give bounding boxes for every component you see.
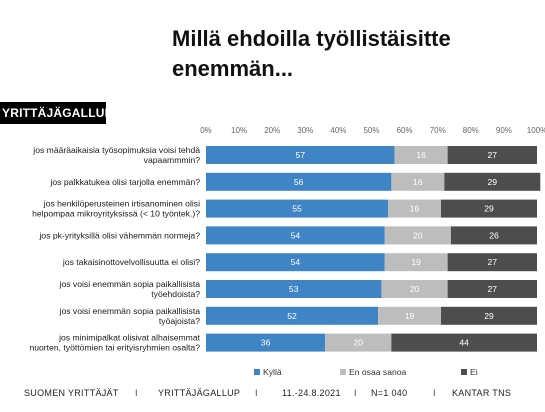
category-label: jos palkkatukea olisi tarjolla enemmän? xyxy=(49,177,200,187)
x-tick-label: 60% xyxy=(397,126,413,135)
bar-kylla xyxy=(206,226,385,245)
bar-en-osaa-sanoa xyxy=(384,226,451,245)
data-label: 20 xyxy=(410,284,420,294)
bar-en-osaa-sanoa xyxy=(381,280,448,298)
bar-kylla xyxy=(206,172,392,191)
legend: Kyllä En osaa sanoa Ei xyxy=(254,367,478,377)
footer-sample-size: N=1 040 xyxy=(371,388,408,398)
legend-label: En osaa sanoa xyxy=(349,367,407,377)
category-label: jos takaisinottovelvollisuutta ei olisi? xyxy=(62,257,200,267)
bar-ei xyxy=(450,226,537,245)
category-label: jos määräaikaisia työsopimuksia voisi te… xyxy=(32,145,200,155)
bar-en-osaa-sanoa xyxy=(325,333,392,352)
bar-ei xyxy=(444,172,541,191)
bar-en-osaa-sanoa xyxy=(394,146,448,164)
category-label: jos henkilöperusteinen irtisanominen oli… xyxy=(43,199,200,209)
bar-kylla xyxy=(206,146,395,164)
data-label: 55 xyxy=(292,204,302,214)
x-tick-label: 80% xyxy=(463,126,479,135)
data-label: 52 xyxy=(287,311,297,321)
x-axis-ticks: 0% 10% 20% 30% 40% 50% 60% 70% 80% 90% 100% xyxy=(200,126,545,135)
bar-ei xyxy=(441,199,537,218)
x-tick-label: 100% xyxy=(527,126,545,135)
bar-kylla xyxy=(206,333,326,352)
footer-dates: 11.-24.8.2021 xyxy=(282,388,341,398)
x-tick-label: 30% xyxy=(297,126,313,135)
bars: 57 16 27 56 16 29 55 16 29 54 20 26 54 19 27 53 20 27 52 19… xyxy=(206,146,541,352)
x-tick-label: 50% xyxy=(363,126,379,135)
data-label: 27 xyxy=(488,150,498,160)
bar-ei xyxy=(441,306,537,325)
data-label: 57 xyxy=(296,150,306,160)
category-label: työehdoista? xyxy=(151,289,200,299)
legend-label: Kyllä xyxy=(263,367,282,377)
category-label: jos pk-yrityksillä olisi vähemmän normej… xyxy=(39,230,201,240)
legend-swatch xyxy=(340,369,346,375)
data-label: 54 xyxy=(291,230,301,240)
data-label: 53 xyxy=(289,284,299,294)
footer-separator: I xyxy=(433,388,436,398)
footer-survey: YRITTÄJÄGALLUP xyxy=(158,388,241,398)
x-tick-label: 70% xyxy=(430,126,446,135)
bar-ei xyxy=(447,253,537,272)
data-label: 26 xyxy=(489,230,499,240)
bar-kylla xyxy=(206,306,379,325)
data-label: 44 xyxy=(459,338,469,348)
chart-title: Millä ehdoilla työllistäisitte enemmän..… xyxy=(172,26,451,81)
bar-ei xyxy=(447,280,537,298)
x-tick-label: 20% xyxy=(264,126,280,135)
data-label: 19 xyxy=(405,311,415,321)
data-label: 36 xyxy=(261,338,271,348)
footer-separator: I xyxy=(255,388,258,398)
category-label: jos voisi enemmän sopia paikallisista xyxy=(59,306,201,316)
data-label: 29 xyxy=(488,177,498,187)
legend-swatch xyxy=(461,369,467,375)
bar-en-osaa-sanoa xyxy=(388,199,442,218)
data-label: 54 xyxy=(291,257,301,267)
data-label: 16 xyxy=(410,204,420,214)
category-label: helpompaa mikroyrityksissä (< 10 työntek… xyxy=(32,209,200,219)
bar-en-osaa-sanoa xyxy=(384,253,448,272)
stacked-bar-chart: 0% 10% 20% 30% 40% 50% 60% 70% 80% 90% 100% jos mä… xyxy=(29,126,545,377)
survey-badge: YRITTÄJÄGALLUP xyxy=(0,102,106,124)
category-label: vapaammmin? xyxy=(144,155,201,165)
data-label: 19 xyxy=(411,257,421,267)
legend-label: Ei xyxy=(470,367,478,377)
data-label: 27 xyxy=(488,257,498,267)
data-label: 29 xyxy=(484,311,494,321)
x-tick-label: 0% xyxy=(200,126,212,135)
x-tick-label: 10% xyxy=(231,126,247,135)
bar-kylla xyxy=(206,253,385,272)
category-labels: jos määräaikaisia työsopimuksia voisi te… xyxy=(29,145,200,353)
footer-separator: I xyxy=(135,388,138,398)
footer-org: SUOMEN YRITTÄJÄT xyxy=(24,388,119,398)
category-label: jos minimipalkat olisivat alhaisemmat xyxy=(58,333,201,343)
data-label: 27 xyxy=(488,284,498,294)
bar-kylla xyxy=(206,199,389,218)
category-label: työajoista? xyxy=(159,316,200,326)
data-label: 16 xyxy=(413,177,423,187)
bar-ei xyxy=(391,333,537,352)
footer: SUOMEN YRITTÄJÄT I YRITTÄJÄGALLUP I 11.-… xyxy=(0,386,545,406)
data-label: 20 xyxy=(413,230,423,240)
x-tick-label: 90% xyxy=(496,126,512,135)
data-label: 29 xyxy=(484,204,494,214)
bar-kylla xyxy=(206,280,382,298)
footer-separator: I xyxy=(354,388,357,398)
category-label: nuorten, työttömien tai erityisryhmien o… xyxy=(29,343,200,353)
category-label: jos voisi enemmän sopia paikallisista xyxy=(59,279,201,289)
data-label: 20 xyxy=(353,338,363,348)
bar-en-osaa-sanoa xyxy=(378,306,442,325)
bar-ei xyxy=(447,146,537,164)
bar-en-osaa-sanoa xyxy=(391,172,445,191)
footer-source: KANTAR TNS xyxy=(452,388,512,398)
legend-swatch xyxy=(254,369,260,375)
data-label: 56 xyxy=(294,177,304,187)
x-tick-label: 40% xyxy=(330,126,346,135)
data-label: 16 xyxy=(416,150,426,160)
